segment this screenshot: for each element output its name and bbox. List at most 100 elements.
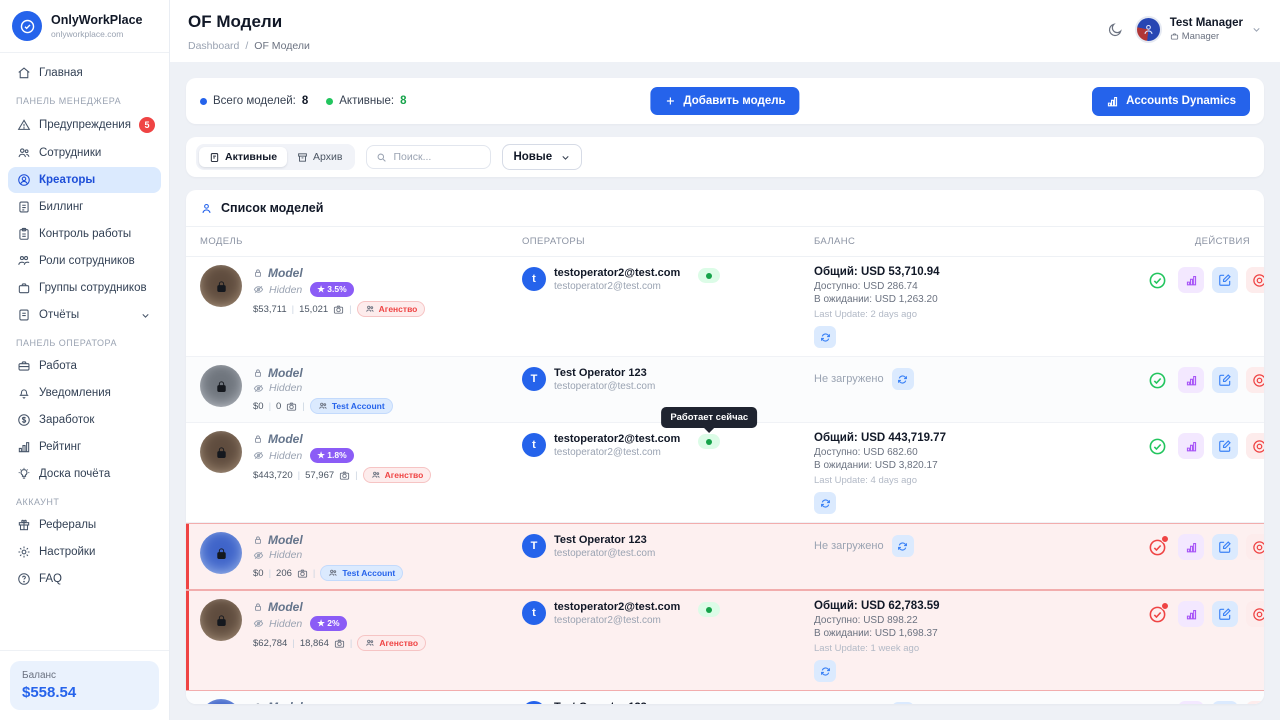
brand-domain: onlyworkplace.com: [51, 29, 124, 39]
model-hidden: Hidden: [253, 382, 393, 394]
col-balance: БАЛАНС: [814, 236, 856, 247]
breadcrumb-separator: /: [245, 40, 249, 52]
edit-icon: [1218, 607, 1232, 621]
sidebar-item[interactable]: Сотрудники: [8, 140, 161, 166]
block-button[interactable]: [1246, 367, 1264, 393]
model-cell: Model Hidden $0 | 0 | Test Account: [200, 365, 522, 414]
model-avatar: [200, 265, 242, 307]
camera-icon: [297, 568, 308, 579]
approve-button[interactable]: [1144, 267, 1170, 293]
model-avatar: [200, 532, 242, 574]
balance-cell: Не загружено: [814, 365, 1144, 390]
table-row[interactable]: Model Hidden $0 | 206 | Test Account: [186, 523, 1264, 590]
balance-cell: Общий: USD 53,710.94 Доступно: USD 286.7…: [814, 265, 1144, 348]
block-button[interactable]: [1246, 267, 1264, 293]
sidebar-item[interactable]: Работа: [8, 353, 161, 379]
check-circle-icon: [1148, 271, 1167, 290]
sidebar-item-label: Креаторы: [39, 174, 96, 186]
sidebar-item[interactable]: Биллинг: [8, 194, 161, 220]
sidebar-item[interactable]: Группы сотрудников: [8, 275, 161, 301]
sidebar-item[interactable]: FAQ: [8, 566, 161, 592]
statistics-button[interactable]: [1178, 367, 1204, 393]
accounts-dynamics-button[interactable]: Accounts Dynamics: [1092, 86, 1250, 116]
refresh-balance-button[interactable]: [814, 492, 836, 514]
refresh-balance-button[interactable]: [814, 660, 836, 682]
approve-button[interactable]: [1144, 601, 1170, 627]
table-rows: Model Hidden ★ 3.5% $53,711 | 15,021 | Аг…: [186, 257, 1264, 704]
table-row[interactable]: Model Hidden ★ 1.8% $443,720 | 57,967 | А…: [186, 407, 1264, 523]
tab-active[interactable]: Активные: [199, 147, 288, 167]
eye-off-icon: [253, 383, 264, 394]
add-model-button[interactable]: Добавить модель: [650, 87, 800, 115]
sidebar-item[interactable]: Доска почёта: [8, 461, 161, 487]
statistics-button[interactable]: [1178, 701, 1204, 704]
roles-icon: [16, 254, 31, 268]
model-avatar: [200, 431, 242, 473]
sidebar-item[interactable]: Главная: [8, 60, 161, 86]
tab-archive[interactable]: Архив: [287, 147, 352, 167]
table-column-headers: МОДЕЛЬ ОПЕРАТОРЫ БАЛАНС ДЕЙСТВИЯ: [186, 227, 1264, 257]
online-status-badge[interactable]: [698, 602, 721, 617]
dark-mode-toggle[interactable]: [1107, 22, 1123, 38]
edit-button[interactable]: [1212, 701, 1238, 704]
balance-available: Доступно: USD 286.74: [814, 281, 918, 292]
operator-email: testoperator@test.com: [554, 381, 656, 392]
creators-icon: [16, 173, 31, 187]
approve-button[interactable]: [1144, 367, 1170, 393]
lock-icon: [253, 268, 263, 278]
block-button[interactable]: [1246, 601, 1264, 627]
approve-button[interactable]: [1144, 701, 1170, 704]
breadcrumb-root[interactable]: Dashboard: [188, 40, 240, 52]
edit-button[interactable]: [1212, 267, 1238, 293]
sidebar-item[interactable]: Роли сотрудников: [8, 248, 161, 274]
table-row[interactable]: Model Hidden $0| 1 | Test Account: [186, 691, 1264, 704]
sidebar-item[interactable]: Отчёты: [8, 302, 161, 328]
refresh-balance-button[interactable]: [891, 368, 914, 390]
sidebar-item[interactable]: Рейтинг: [8, 434, 161, 460]
sidebar-nav: Главная ПАНЕЛЬ МЕНЕДЖЕРА Предупреждения 5 Со…: [0, 53, 169, 650]
refresh-balance-button[interactable]: [891, 702, 914, 704]
sidebar-item[interactable]: Контроль работы: [8, 221, 161, 247]
statistics-button[interactable]: [1178, 601, 1204, 627]
statistics-button[interactable]: [1178, 534, 1204, 560]
camera-icon: [339, 470, 350, 481]
search-input[interactable]: [393, 151, 482, 163]
block-button[interactable]: [1246, 433, 1264, 459]
sidebar-item[interactable]: Креаторы: [8, 167, 161, 193]
block-icon: [1252, 273, 1264, 288]
sidebar-item[interactable]: Предупреждения 5: [8, 111, 161, 139]
online-status-badge[interactable]: [698, 268, 721, 283]
bell-icon: [16, 386, 31, 400]
refresh-balance-button[interactable]: [814, 326, 836, 348]
model-cell: Model Hidden $0 | 206 | Test Account: [200, 532, 522, 581]
statistics-button[interactable]: [1178, 433, 1204, 459]
refresh-balance-button[interactable]: [891, 535, 914, 557]
edit-button[interactable]: [1212, 601, 1238, 627]
avatar: [1134, 16, 1162, 43]
warning-icon: [16, 118, 31, 132]
approve-button[interactable]: [1144, 433, 1170, 459]
brand-logo-icon: [12, 11, 42, 41]
block-button[interactable]: [1246, 534, 1264, 560]
sidebar-item[interactable]: Рефералы: [8, 512, 161, 538]
document-icon: [209, 152, 220, 163]
edit-button[interactable]: [1212, 367, 1238, 393]
model-stats: $443,720 | 57,967 | Агенство: [253, 467, 432, 483]
block-button[interactable]: [1246, 701, 1264, 704]
table-row[interactable]: Model Hidden ★ 3.5% $53,711 | 15,021 | Аг…: [186, 257, 1264, 357]
balance-pending: В ожидании: USD 1,263.20: [814, 294, 938, 305]
user-menu[interactable]: Test Manager Manager: [1134, 16, 1262, 43]
eye-off-icon: [253, 550, 264, 561]
statistics-button[interactable]: [1178, 267, 1204, 293]
edit-button[interactable]: [1212, 534, 1238, 560]
sidebar-item[interactable]: Настройки: [8, 539, 161, 565]
model-avatar: [200, 599, 242, 641]
sidebar-item[interactable]: Уведомления: [8, 380, 161, 406]
sort-select[interactable]: Новые: [502, 144, 583, 170]
approve-button[interactable]: [1144, 534, 1170, 560]
edit-button[interactable]: [1212, 433, 1238, 459]
table-row[interactable]: Model Hidden ★ 2% $62,784 | 18,864 | Аген…: [186, 590, 1264, 691]
balance-card[interactable]: Баланс $558.54: [10, 661, 159, 710]
sidebar-item[interactable]: Заработок: [8, 407, 161, 433]
table-title: Список моделей: [186, 190, 1264, 227]
